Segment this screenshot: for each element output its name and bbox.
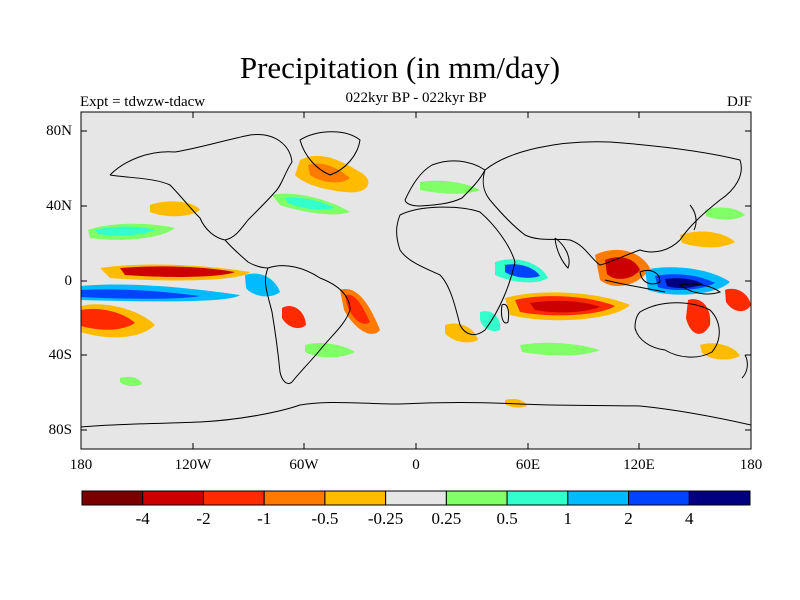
coastlines [81, 131, 751, 428]
coastline-new-zealand [741, 354, 748, 379]
anomaly-patch [120, 266, 235, 277]
coastline-new-guinea [678, 283, 722, 295]
colorbar-swatch [567, 490, 630, 506]
colorbar-swatch [263, 490, 326, 506]
lon-tick-label: 180 [739, 457, 763, 473]
lon-tick-label: 120E [623, 457, 655, 473]
colorbar-label: -1 [257, 509, 272, 528]
anomaly-patch [81, 308, 135, 330]
colorbar-label: 0.25 [431, 509, 462, 528]
colorbar-label: -2 [196, 509, 211, 528]
colorbar-swatch [202, 490, 265, 506]
anomaly-patch [345, 294, 370, 324]
colorbar-swatch [81, 490, 144, 506]
anomaly-patch [282, 305, 306, 329]
lat-tick-label: 80N [46, 123, 72, 139]
anomaly-patch [725, 288, 751, 312]
colorbar-label: 2 [624, 509, 633, 528]
colorbar-swatch [445, 490, 508, 506]
anomaly-patch [81, 289, 200, 299]
colorbar-swatch [628, 490, 690, 506]
colorbar-label: 4 [685, 509, 694, 528]
lon-tick-label: 60E [515, 457, 541, 473]
lon-tick-label: 0 [412, 457, 420, 473]
anomaly-patch [420, 180, 480, 194]
anomaly-patch [285, 197, 335, 210]
coastline-madagascar [501, 303, 510, 324]
anomaly-patch [665, 278, 703, 289]
coastline-greenland [299, 131, 361, 176]
map-subtitle: 022kyr BP - 022kyr BP [345, 90, 487, 106]
anomaly-patch [245, 273, 280, 297]
anomaly-patch [95, 226, 155, 236]
colorbar-swatch [324, 490, 387, 506]
anomaly-patch [505, 398, 527, 408]
map-background [81, 112, 751, 449]
colorbar-swatch [385, 490, 447, 506]
colorbar-swatch [506, 490, 569, 506]
lon-tick-label: 180 [69, 457, 93, 473]
colorbar-label: -0.25 [367, 509, 404, 528]
colorbar [81, 490, 751, 506]
coastline-asia [482, 141, 742, 266]
coastline-north-america [109, 134, 293, 241]
map-title: Precipitation (in mm/day) [239, 50, 561, 85]
anomaly-patch [520, 342, 600, 356]
colorbar-label: 0.5 [496, 509, 518, 528]
anomaly-patch [705, 207, 745, 220]
coastline-japan [689, 204, 697, 231]
coastline-central-america [224, 239, 269, 269]
coastline-india [554, 237, 570, 269]
anomaly-patch [530, 300, 600, 313]
coastline-africa [396, 206, 516, 336]
lat-tick-label: 0 [64, 273, 73, 289]
coastline-borneo [639, 269, 661, 285]
lon-tick-label: 60W [289, 457, 319, 473]
anomaly-patch [445, 323, 478, 343]
anomaly-patch [700, 343, 740, 360]
coastline-antarctica [81, 401, 751, 428]
coastline-australia [634, 302, 720, 358]
lon-tick-label: 120W [174, 457, 212, 473]
anomaly-patch [480, 311, 501, 332]
lat-tick-label: 40S [48, 347, 72, 363]
anomaly-patch [120, 376, 142, 387]
coastline-south-america [265, 265, 351, 385]
colorbar-label: 1 [563, 509, 573, 528]
experiment-label: Expt = tdwzw-tdacw [80, 94, 206, 110]
anomaly-patch [605, 257, 640, 279]
axis-ticks [81, 112, 751, 449]
colorbar-label: -0.5 [311, 509, 339, 528]
colorbar-swatch [688, 490, 751, 506]
lat-tick-label: 80S [48, 422, 72, 438]
anomaly-patch [680, 231, 735, 248]
colorbar-label: -4 [135, 509, 150, 528]
season-label: DJF [726, 94, 752, 110]
lat-tick-label: 40N [46, 198, 72, 214]
coastline-europe [404, 160, 486, 207]
colorbar-swatch [142, 490, 204, 506]
coastline-indonesia [604, 279, 666, 293]
